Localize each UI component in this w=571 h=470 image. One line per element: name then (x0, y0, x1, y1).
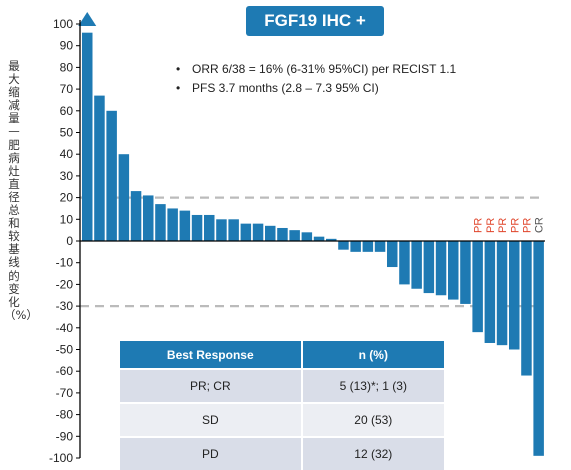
cell-n: 12 (32) (301, 436, 444, 470)
waterfall-bar (252, 223, 264, 241)
waterfall-bar (216, 219, 227, 241)
y-tick-label: -60 (56, 364, 74, 378)
table-row: PR; CR 5 (13)*; 1 (3) (120, 368, 444, 403)
y-tick-label: 90 (60, 39, 74, 53)
waterfall-bar (472, 241, 483, 333)
y-tick-label: 50 (60, 126, 74, 140)
waterfall-bar (521, 241, 532, 376)
waterfall-bar (484, 241, 496, 343)
waterfall-bar (277, 227, 288, 241)
chart-title: FGF19 IHC + (246, 6, 384, 36)
waterfall-bar (240, 223, 252, 241)
y-tick-label: 0 (66, 234, 73, 248)
waterfall-bar (460, 241, 471, 304)
cell-response: PD (120, 436, 303, 470)
y-tick-label: -50 (56, 343, 74, 357)
y-tick-label: 20 (60, 191, 74, 205)
y-tick-label: -90 (56, 429, 74, 443)
waterfall-bar (533, 241, 544, 456)
waterfall-bar (423, 241, 435, 294)
cell-response: PR; CR (120, 368, 303, 403)
waterfall-bar (155, 204, 166, 241)
waterfall-bar (301, 232, 313, 241)
best-response-table: Best Response n (%) PR; CR 5 (13)*; 1 (3… (120, 341, 444, 470)
waterfall-bar (411, 241, 422, 289)
y-tick-label: -80 (56, 408, 74, 422)
header-best-response: Best Response (120, 341, 303, 369)
waterfall-bar (228, 219, 239, 241)
response-label: PR (485, 218, 497, 233)
y-tick-label: 40 (60, 147, 74, 161)
y-tick-label: -40 (56, 321, 74, 335)
waterfall-bar (265, 225, 276, 241)
bullet-orr: • ORR 6/38 = 16% (6-31% 95%CI) per RECIST… (176, 60, 456, 79)
response-label: CR (534, 217, 546, 233)
cell-response: SD (120, 402, 303, 437)
waterfall-bar (289, 230, 300, 241)
y-tick-label: 10 (60, 212, 74, 226)
waterfall-bar (338, 241, 349, 250)
waterfall-bar (374, 241, 386, 252)
y-tick-label: 80 (60, 60, 74, 74)
y-tick-label: 30 (60, 169, 74, 183)
waterfall-bar (143, 195, 154, 241)
waterfall-bar (191, 214, 203, 241)
waterfall-bar (448, 241, 459, 300)
waterfall-bar (326, 238, 337, 241)
waterfall-bar (167, 208, 178, 241)
waterfall-bar (313, 236, 325, 241)
y-tick-label: -70 (56, 386, 74, 400)
waterfall-bar (118, 154, 130, 241)
cell-n: 5 (13)*; 1 (3) (301, 368, 444, 403)
y-tick-label: -20 (56, 277, 74, 291)
waterfall-bar (82, 32, 93, 242)
y-tick-label: 70 (60, 82, 74, 96)
bullet-pfs: • PFS 3.7 months (2.8 – 7.3 95% CI) (176, 79, 456, 98)
table-row: SD 20 (53) (120, 402, 444, 437)
y-tick-label: 60 (60, 104, 74, 118)
cell-n: 20 (53) (301, 402, 444, 437)
waterfall-bar (362, 241, 374, 252)
arrow-up-icon (78, 12, 97, 26)
table-row: PD 12 (32) (120, 436, 444, 470)
waterfall-bar (509, 241, 520, 350)
waterfall-bar (399, 241, 410, 285)
y-axis-label: 最大缩减量—肥病灶直径总和较基线的变化（%） (4, 59, 38, 322)
waterfall-bar (350, 241, 361, 252)
waterfall-bar (179, 210, 191, 241)
response-label: PR (509, 218, 521, 233)
y-tick-label: -10 (56, 256, 74, 270)
waterfall-bar (204, 214, 215, 241)
response-label: PR (521, 218, 533, 233)
waterfall-bar (387, 241, 398, 268)
table-header-row: Best Response n (%) (120, 341, 444, 369)
bullet-orr-text: ORR 6/38 = 16% (6-31% 95%CI) per RECIST … (192, 62, 457, 76)
bullet-dot: • (176, 62, 181, 76)
waterfall-bar (130, 191, 142, 241)
y-tick-label: 100 (53, 17, 73, 31)
waterfall-bar (435, 241, 447, 296)
y-tick-label: -100 (49, 451, 73, 465)
waterfall-bar (106, 110, 117, 241)
waterfall-bar (496, 241, 508, 346)
bullet-dot: • (176, 81, 181, 95)
header-n-percent: n (%) (301, 341, 444, 369)
response-label: PR (497, 218, 509, 233)
y-tick-label: -30 (56, 299, 74, 313)
summary-bullets: • ORR 6/38 = 16% (6-31% 95%CI) per RECIST… (176, 60, 456, 98)
response-label: PR (473, 218, 485, 233)
bullet-pfs-text: PFS 3.7 months (2.8 – 7.3 95% CI) (192, 81, 379, 95)
waterfall-bar (94, 95, 105, 241)
